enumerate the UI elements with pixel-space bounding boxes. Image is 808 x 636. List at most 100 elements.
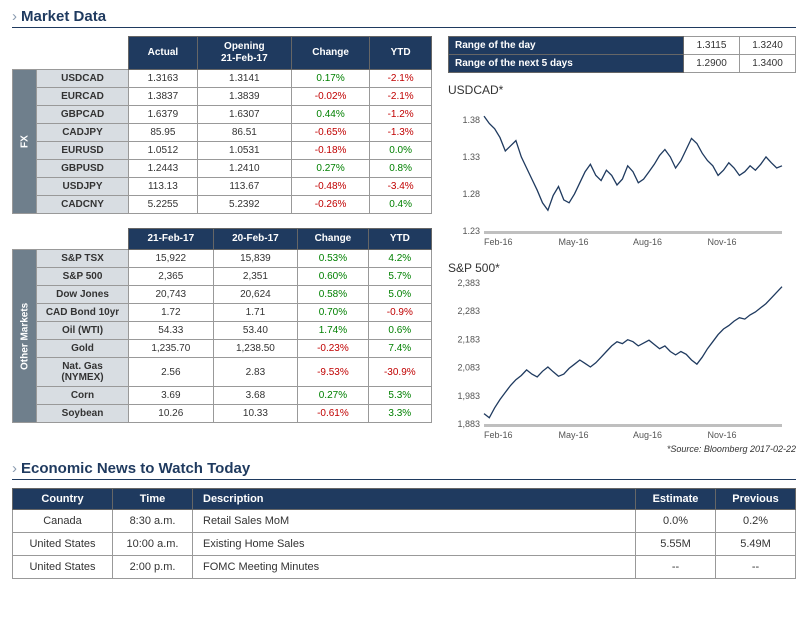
chart-sp500: 1,8831,9832,0832,1832,2832,383Feb-16May-… [448,277,796,442]
chart-usdcad-title: USDCAD* [448,83,796,97]
range-label: Range of the next 5 days [449,55,684,73]
other-cell: 2.56 [129,358,214,387]
other-cell-ytd: 5.7% [368,268,431,286]
fx-cell-change: 0.17% [291,70,369,88]
fx-cell-ytd: -2.1% [370,70,432,88]
range-value: 1.2900 [684,55,740,73]
other-cell-ytd: 0.6% [368,322,431,340]
other-cell-change: -9.53% [298,358,368,387]
fx-cell-ytd: -1.3% [370,124,432,142]
fx-row-name: CADCNY [37,196,129,214]
fx-cell-change: 0.27% [291,160,369,178]
other-cell: 20,743 [129,286,214,304]
svg-text:May-16: May-16 [559,237,589,247]
news-time: 10:00 a.m. [113,533,193,556]
fx-cell: 1.0531 [197,142,291,160]
other-cell-change: -0.23% [298,340,368,358]
range-table: Range of the day1.31151.3240Range of the… [448,36,796,73]
other-cell: 10.33 [213,405,298,423]
fx-col-actual: Actual [129,37,198,70]
other-cell: 15,839 [213,250,298,268]
fx-cell-change: -0.18% [291,142,369,160]
fx-cell-ytd: 0.4% [370,196,432,214]
range-value: 1.3400 [740,55,796,73]
fx-cell-change: -0.65% [291,124,369,142]
fx-row-name: EURUSD [37,142,129,160]
fx-cell-change: 0.44% [291,106,369,124]
svg-text:1.38: 1.38 [462,115,480,125]
fx-cell: 5.2255 [129,196,198,214]
other-cell: 1.72 [129,304,214,322]
other-cell-change: 0.27% [298,387,368,405]
other-markets-table: 21-Feb-17 20-Feb-17 Change YTD Other Mar… [12,228,432,423]
other-col-d2: 20-Feb-17 [213,229,298,250]
other-col-change: Change [298,229,368,250]
fx-cell: 113.67 [197,178,291,196]
other-cell: 3.69 [129,387,214,405]
other-cell: 2,365 [129,268,214,286]
other-row-name: Oil (WTI) [37,322,129,340]
news-time: 8:30 a.m. [113,510,193,533]
other-cell: 10.26 [129,405,214,423]
other-cell-ytd: 3.3% [368,405,431,423]
other-cell-ytd: 7.4% [368,340,431,358]
news-country: United States [13,533,113,556]
section-economic-news-title: ›Economic News to Watch Today [12,460,796,480]
fx-cell-ytd: 0.8% [370,160,432,178]
other-row-name: Gold [37,340,129,358]
fx-row-name: GBPUSD [37,160,129,178]
news-time: 2:00 p.m. [113,556,193,579]
economic-news-table: Country Time Description Estimate Previo… [12,488,796,579]
other-col-ytd: YTD [368,229,431,250]
news-col-country: Country [13,489,113,510]
svg-text:Nov-16: Nov-16 [708,237,737,247]
fx-cell: 1.2410 [197,160,291,178]
svg-text:Feb-16: Feb-16 [484,237,513,247]
chart-sp500-title: S&P 500* [448,261,796,275]
svg-text:2,283: 2,283 [457,306,480,316]
fx-cell: 1.6379 [129,106,198,124]
other-row-name: Corn [37,387,129,405]
fx-cell: 85.95 [129,124,198,142]
fx-cell-change: -0.26% [291,196,369,214]
svg-text:1.28: 1.28 [462,189,480,199]
range-value: 1.3240 [740,37,796,55]
fx-cell-ytd: -1.2% [370,106,432,124]
news-previous: -- [716,556,796,579]
fx-cell-change: -0.02% [291,88,369,106]
fx-row-name: USDCAD [37,70,129,88]
news-country: United States [13,556,113,579]
news-previous: 5.49M [716,533,796,556]
chevron-right-icon: › [12,8,17,25]
other-cell: 53.40 [213,322,298,340]
fx-row-name: CADJPY [37,124,129,142]
fx-cell: 1.2443 [129,160,198,178]
fx-cell: 113.13 [129,178,198,196]
fx-cell-change: -0.48% [291,178,369,196]
market-data-label: Market Data [21,8,106,25]
other-cell: 54.33 [129,322,214,340]
news-col-desc: Description [193,489,636,510]
fx-cell-ytd: -2.1% [370,88,432,106]
other-cell: 1,235.70 [129,340,214,358]
svg-text:1,983: 1,983 [457,391,480,401]
news-previous: 0.2% [716,510,796,533]
other-cell: 20,624 [213,286,298,304]
other-cell-ytd: 5.0% [368,286,431,304]
other-cell-change: -0.61% [298,405,368,423]
other-cell-change: 1.74% [298,322,368,340]
news-estimate: 5.55M [636,533,716,556]
svg-text:Nov-16: Nov-16 [708,430,737,440]
other-row-name: CAD Bond 10yr [37,304,129,322]
fx-col-ytd: YTD [370,37,432,70]
svg-text:Aug-16: Aug-16 [633,237,662,247]
other-cell-ytd: 5.3% [368,387,431,405]
other-cell: 3.68 [213,387,298,405]
economic-news-label: Economic News to Watch Today [21,460,250,477]
chart-usdcad: 1.231.281.331.38Feb-16May-16Aug-16Nov-16 [448,99,796,249]
range-value: 1.3115 [684,37,740,55]
fx-cell: 1.3839 [197,88,291,106]
svg-text:1,883: 1,883 [457,419,480,429]
fx-cell: 1.3141 [197,70,291,88]
other-cell-ytd: -0.9% [368,304,431,322]
